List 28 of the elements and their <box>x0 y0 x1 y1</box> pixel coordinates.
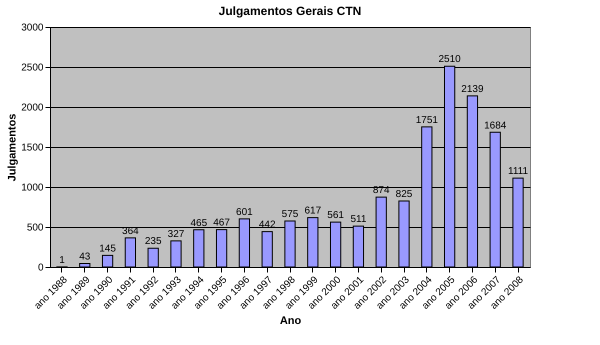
y-tick-label: 0 <box>38 262 44 274</box>
data-label: 43 <box>79 252 91 263</box>
data-label: 2510 <box>438 54 462 66</box>
data-label: 467 <box>213 218 230 229</box>
data-label: 601 <box>236 206 254 218</box>
chart-title: Julgamentos Gerais CTN <box>218 4 362 18</box>
data-label: 235 <box>144 236 162 248</box>
data-label: 561 <box>327 210 344 222</box>
y-axis-title: Julgamentos <box>6 114 18 182</box>
data-label: 145 <box>99 243 116 254</box>
y-tick-label: 1000 <box>21 182 44 194</box>
y-tick-label: 3000 <box>21 22 44 34</box>
y-tick-label: 500 <box>26 222 44 234</box>
data-label: 1684 <box>484 120 507 132</box>
data-label: 2139 <box>461 84 484 95</box>
data-label: 327 <box>168 228 185 240</box>
y-tick-label: 2500 <box>21 62 44 74</box>
data-label: 1111 <box>508 166 528 178</box>
data-label: 617 <box>304 206 322 217</box>
data-label: 465 <box>190 218 208 229</box>
y-tick-label: 1500 <box>21 142 44 154</box>
data-label: 575 <box>282 209 299 220</box>
data-label: 1 <box>59 254 66 266</box>
data-label: 1751 <box>416 114 438 126</box>
data-label: 825 <box>396 189 413 200</box>
y-tick-label: 2000 <box>21 102 44 114</box>
data-label: 511 <box>350 214 367 226</box>
x-axis-title: Ano <box>280 315 302 328</box>
